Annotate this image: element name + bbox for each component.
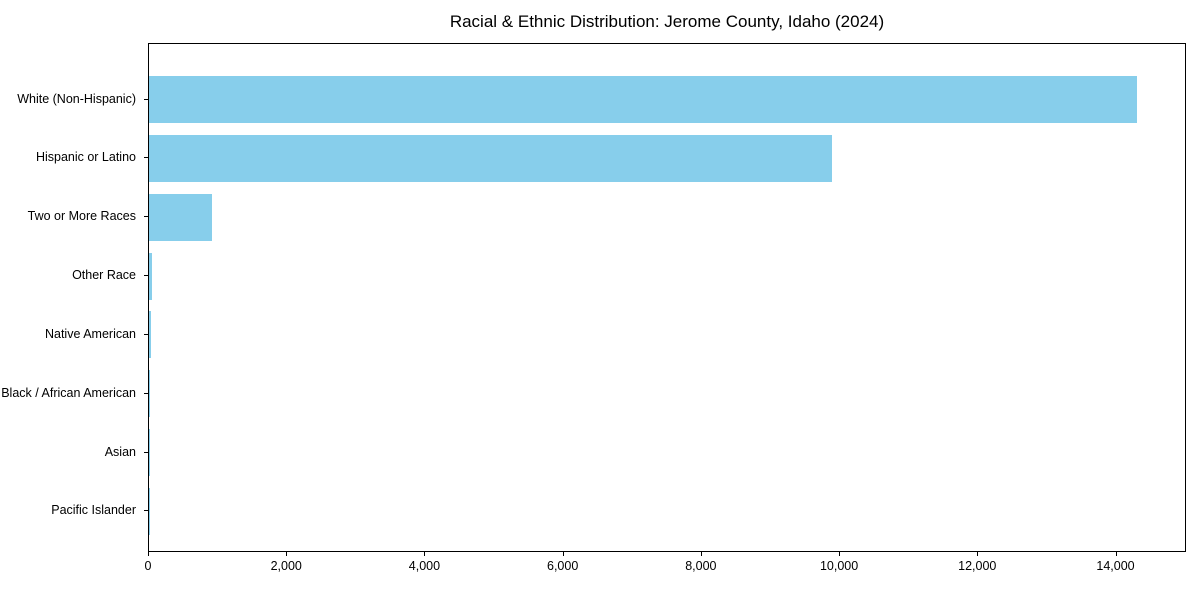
y-tick-label: Asian bbox=[104, 444, 136, 459]
y-tick-mark bbox=[144, 451, 148, 453]
y-tick-mark bbox=[144, 392, 148, 394]
y-tick-label: Native American bbox=[44, 326, 136, 341]
x-tick-mark bbox=[977, 552, 979, 556]
x-tick-label: 12,000 bbox=[958, 559, 997, 573]
y-tick-mark bbox=[144, 510, 148, 512]
x-tick-mark bbox=[839, 552, 841, 556]
y-tick-mark bbox=[144, 333, 148, 335]
y-tick-label: Pacific Islander bbox=[51, 503, 136, 518]
y-tick-label: Two or More Races bbox=[27, 209, 136, 224]
y-tick-label: White (Non-Hispanic) bbox=[17, 91, 136, 106]
bar bbox=[149, 311, 151, 359]
bar bbox=[149, 193, 212, 241]
x-tick-label: 10,000 bbox=[819, 559, 859, 573]
x-tick-mark bbox=[148, 552, 149, 556]
x-tick-label: 0 bbox=[144, 559, 152, 573]
x-tick-mark bbox=[700, 552, 702, 556]
bar bbox=[149, 370, 151, 418]
y-tick-label: Other Race bbox=[72, 268, 136, 283]
x-tick-label: 14,000 bbox=[1096, 559, 1135, 573]
x-tick-label: 6,000 bbox=[547, 559, 579, 573]
plot-area bbox=[148, 43, 1186, 552]
bar bbox=[149, 252, 153, 300]
x-tick-label: 4,000 bbox=[408, 559, 441, 573]
y-tick-label: Hispanic or Latino bbox=[35, 150, 136, 165]
x-tick-label: 8,000 bbox=[685, 559, 717, 573]
bar bbox=[149, 76, 1138, 123]
y-tick-mark bbox=[144, 216, 148, 218]
x-tick-label: 2,000 bbox=[270, 559, 302, 573]
x-tick-mark bbox=[1115, 552, 1117, 556]
x-tick-mark bbox=[562, 552, 564, 556]
x-tick-mark bbox=[286, 552, 288, 556]
y-tick-mark bbox=[144, 157, 148, 159]
x-tick-mark bbox=[424, 552, 426, 556]
y-tick-mark bbox=[144, 98, 148, 100]
bar bbox=[149, 134, 832, 182]
y-tick-label: Black / African American bbox=[1, 385, 136, 400]
bar bbox=[149, 429, 150, 477]
chart-title: Racial & Ethnic Distribution: Jerome Cou… bbox=[449, 12, 885, 31]
y-tick-mark bbox=[144, 275, 148, 277]
